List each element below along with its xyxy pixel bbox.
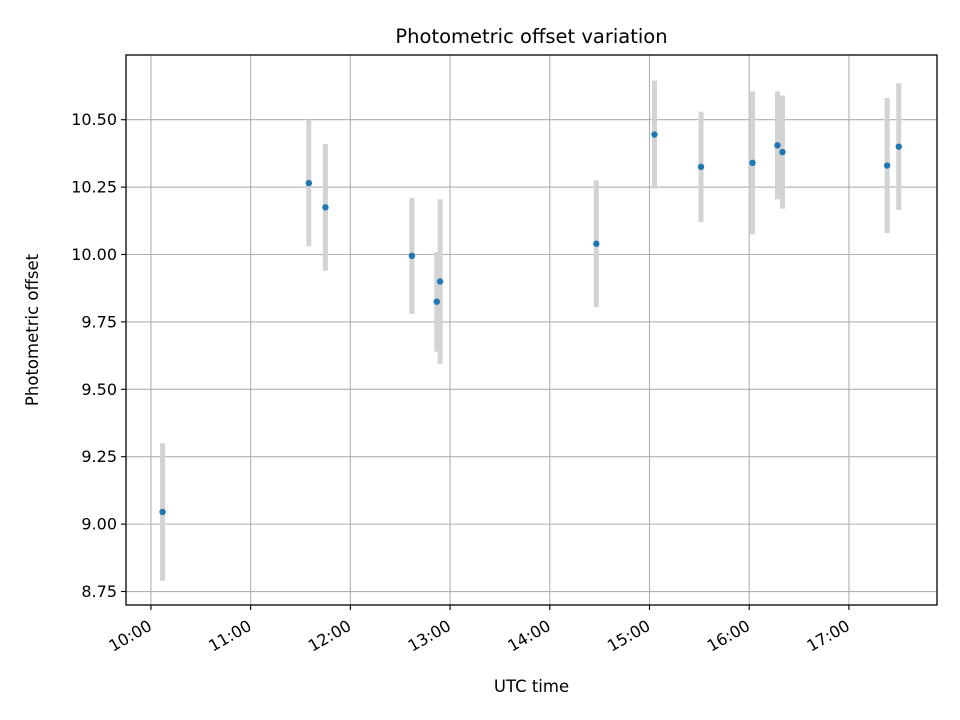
x-tick-label: 10:00 xyxy=(105,616,154,656)
data-point xyxy=(651,131,658,138)
y-axis-ticks: 8.75 9.00 9.25 9.50 9.75 10.00 10.25 10.50 xyxy=(71,110,126,601)
x-axis-ticks: 10:00 11:00 12:00 13:00 14:00 15:00 16:00 17:00 xyxy=(105,605,853,656)
y-tick-label: 10.25 xyxy=(71,178,117,197)
plot-area xyxy=(126,55,937,605)
data-point xyxy=(433,298,440,305)
y-tick-label: 9.00 xyxy=(81,515,117,534)
data-point xyxy=(895,143,902,150)
data-point xyxy=(883,162,891,169)
x-tick-label: 11:00 xyxy=(205,616,254,656)
x-tick-label: 16:00 xyxy=(704,616,753,656)
y-tick-label: 9.25 xyxy=(81,447,117,466)
y-tick-label: 10.00 xyxy=(71,245,117,264)
data-point xyxy=(593,240,600,247)
data-point xyxy=(159,508,166,516)
data-point xyxy=(436,278,444,285)
data-points xyxy=(159,131,902,516)
x-tick-label: 17:00 xyxy=(803,616,852,656)
x-tick-label: 14:00 xyxy=(504,616,553,656)
x-tick-label: 15:00 xyxy=(604,616,653,656)
data-point xyxy=(305,179,313,187)
data-point xyxy=(774,142,781,149)
y-tick-label: 9.75 xyxy=(81,312,117,331)
x-tick-label: 12:00 xyxy=(305,616,354,656)
data-point xyxy=(779,148,786,156)
data-point xyxy=(749,159,756,167)
data-point xyxy=(408,252,416,260)
x-tick-label: 13:00 xyxy=(405,616,454,656)
x-axis-label: UTC time xyxy=(494,677,569,696)
data-point xyxy=(697,163,705,171)
data-point xyxy=(322,204,329,211)
y-axis-label: Photometric offset xyxy=(23,253,42,406)
chart-title: Photometric offset variation xyxy=(395,25,667,48)
y-tick-label: 9.50 xyxy=(81,380,117,399)
y-tick-label: 10.50 xyxy=(71,110,117,129)
grid xyxy=(126,55,937,605)
y-tick-label: 8.75 xyxy=(81,582,117,601)
plot-frame xyxy=(125,54,938,606)
